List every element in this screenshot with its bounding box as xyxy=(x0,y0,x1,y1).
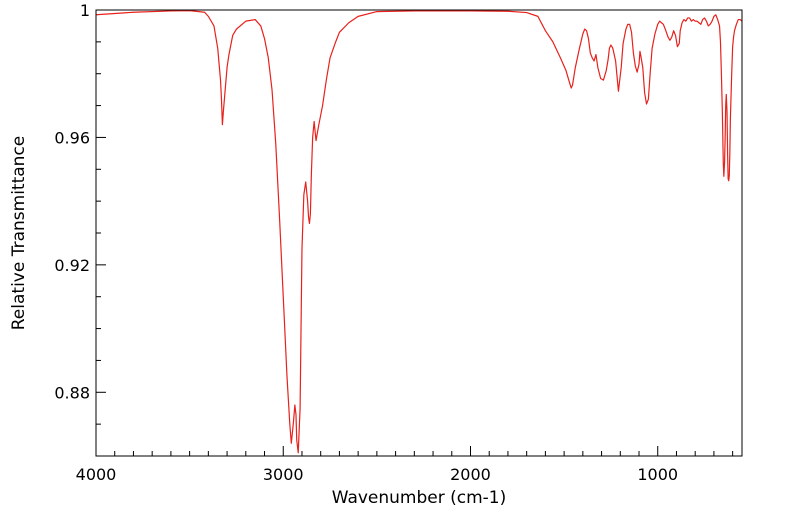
x-tick-label: 2000 xyxy=(450,465,491,484)
x-tick-label: 3000 xyxy=(263,465,304,484)
y-tick-label: 1 xyxy=(80,1,90,20)
y-tick-label: 0.92 xyxy=(54,256,90,275)
y-axis-title: Relative Transmittance xyxy=(9,136,29,331)
spectrum-series-line xyxy=(95,10,743,454)
series-layer xyxy=(95,10,743,454)
y-tick-label: 0.96 xyxy=(54,128,90,147)
x-axis-title: Wavenumber (cm-1) xyxy=(332,488,507,508)
x-tick-label: 1000 xyxy=(637,465,678,484)
x-tick-label: 4000 xyxy=(76,465,117,484)
plot-background xyxy=(96,10,742,456)
y-tick-labels: 1 0.96 0.92 0.88 xyxy=(54,1,90,402)
y-tick-label: 0.88 xyxy=(54,383,90,402)
plot-frame xyxy=(95,9,743,457)
minor-tick-marks xyxy=(96,41,734,457)
x-tick-labels: 4000 3000 2000 1000 xyxy=(76,465,678,484)
